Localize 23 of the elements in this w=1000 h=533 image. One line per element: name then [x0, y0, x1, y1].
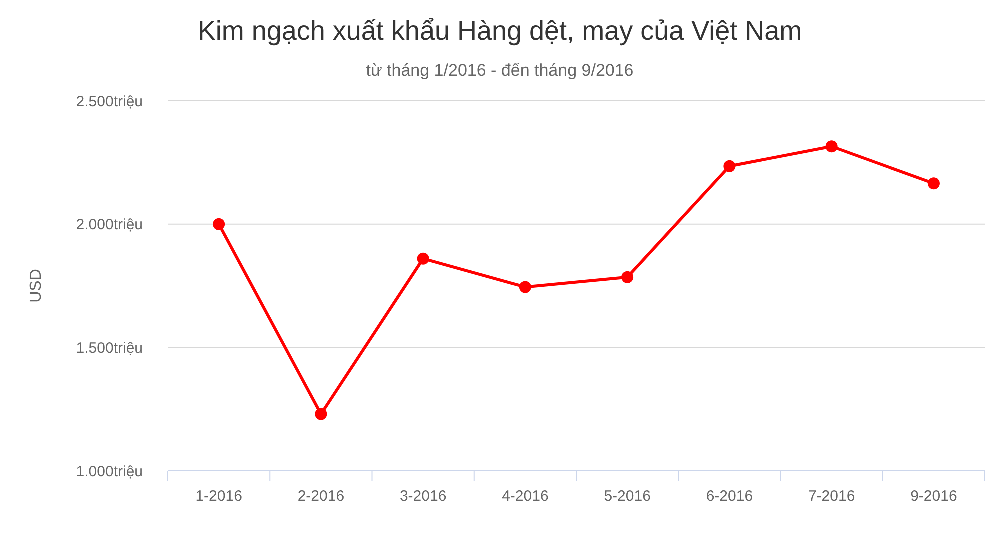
- y-tick-label: 2.000triệu: [76, 216, 143, 234]
- x-tick-label: 4-2016: [502, 488, 549, 505]
- x-tick-label: 9-2016: [910, 488, 958, 505]
- y-axis-title: USD: [28, 269, 45, 303]
- x-tick-label: 2-2016: [298, 488, 345, 505]
- x-tick-label: 5-2016: [604, 488, 651, 505]
- x-tick-label: 3-2016: [400, 488, 447, 505]
- point: [519, 281, 532, 294]
- x-tick-label: 6-2016: [706, 488, 754, 505]
- point: [315, 408, 328, 420]
- y-tick-label: 1.000triệu: [76, 463, 143, 480]
- point: [417, 252, 430, 265]
- point: [622, 271, 634, 284]
- x-tick-label: 7-2016: [808, 488, 856, 505]
- point: [826, 140, 838, 153]
- y-tick-label: 2.500triệu: [76, 93, 143, 110]
- y-tick-label: 1.500triệu: [76, 340, 143, 357]
- point: [928, 178, 940, 190]
- x-tick-label: 1-2016: [196, 488, 242, 505]
- point: [213, 218, 226, 230]
- chart-subtitle: từ tháng 1/2016 - đến tháng 9/2016: [366, 61, 634, 80]
- chart-title: Kim ngạch xuất khẩu Hàng dệt, may của Việt Nam: [198, 16, 802, 46]
- point: [724, 160, 736, 172]
